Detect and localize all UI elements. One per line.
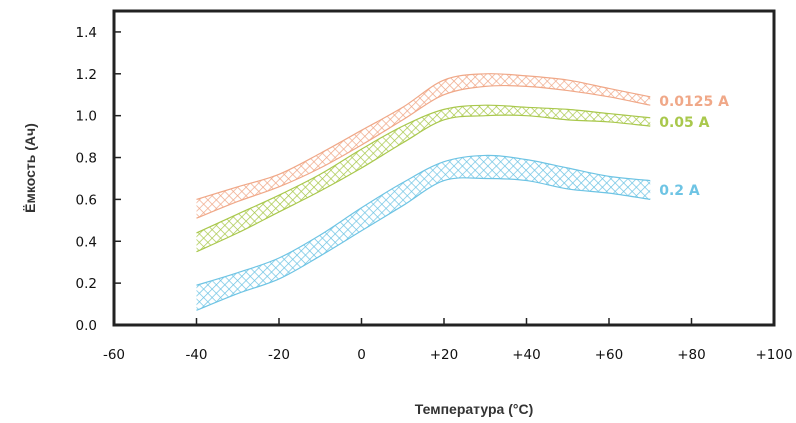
band-lower-edge-0-2-a — [196, 177, 651, 311]
series-label-0-0125-a: 0.0125 A — [659, 94, 729, 110]
band-upper-edge-0-0125-a — [196, 73, 651, 200]
x-tick-label: +80 — [677, 347, 706, 363]
band-upper-edge-0-2-a — [196, 154, 651, 286]
y-tick-label: 1.0 — [76, 109, 97, 125]
x-tick-label: +100 — [755, 347, 792, 363]
y-tick-label: 0.8 — [76, 151, 97, 167]
y-axis-title: Ёмкость (Ач) — [22, 123, 38, 213]
series-label-0-2-a: 0.2 A — [659, 183, 700, 199]
y-axis-ticks: 0.0 0.2 0.4 0.6 0.8 1.0 1.2 1.4 — [76, 25, 121, 334]
x-axis-title: Температура (°C) — [415, 401, 533, 417]
band-lower-edge-0-0125-a — [196, 84, 651, 219]
band-0-2-a — [196, 155, 651, 311]
y-tick-label: 0.6 — [76, 192, 97, 208]
x-tick-label: +40 — [512, 347, 541, 363]
band-upper-edge-0-05-a — [196, 104, 651, 234]
x-axis-ticks: -60 -40 -20 0 +20 +40 +60 +80 +100 — [103, 318, 793, 363]
series-labels: 0.0125 A 0.05 A 0.2 A — [659, 94, 729, 199]
y-tick-label: 1.2 — [76, 67, 97, 83]
band-0-0125-a — [196, 73, 651, 219]
band-lower-edge-0-05-a — [196, 114, 651, 253]
x-tick-label: +20 — [430, 347, 459, 363]
capacity-bands — [196, 73, 651, 311]
x-tick-label: 0 — [357, 347, 366, 363]
series-label-0-05-a: 0.05 A — [659, 115, 709, 131]
y-tick-label: 1.4 — [76, 25, 97, 41]
x-tick-label: +60 — [595, 347, 624, 363]
x-tick-label: -60 — [103, 347, 125, 363]
y-tick-label: 0.4 — [76, 234, 97, 250]
band-0-05-a — [196, 105, 651, 252]
y-tick-label: 0.0 — [76, 318, 97, 334]
x-tick-label: -20 — [268, 347, 290, 363]
y-tick-label: 0.2 — [76, 276, 97, 292]
x-tick-label: -40 — [185, 347, 207, 363]
